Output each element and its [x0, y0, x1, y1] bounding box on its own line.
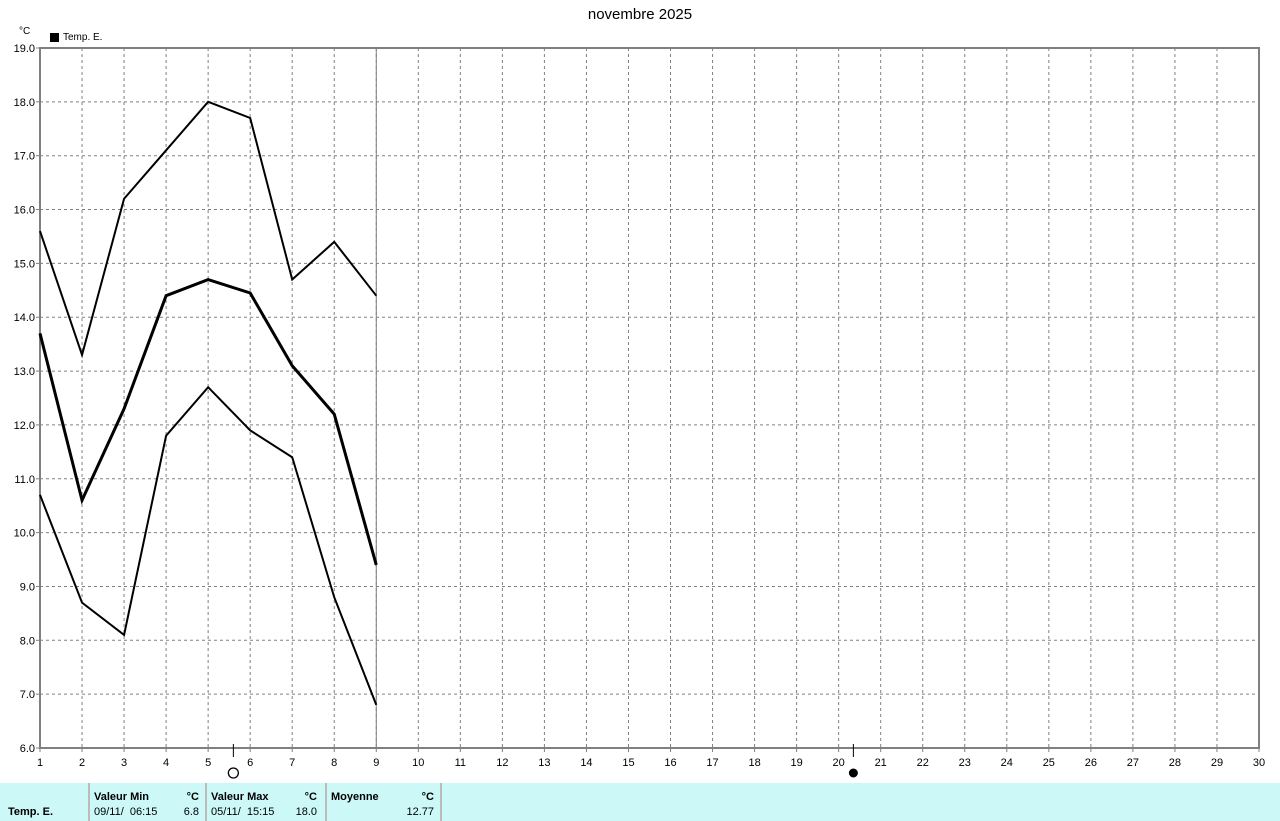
y-tick-label: 10.0	[14, 528, 35, 540]
x-tick-label: 6	[247, 757, 253, 769]
x-tick-label: 4	[163, 757, 169, 769]
avg-cell: Moyenne °C 12.77	[327, 783, 442, 821]
plot-frame	[39, 47, 1260, 749]
y-tick-label: 7.0	[20, 689, 35, 701]
x-tick-label: 29	[1211, 757, 1223, 769]
y-tick-label: 14.0	[14, 312, 35, 324]
x-tick-label: 21	[875, 757, 887, 769]
x-tick-label: 28	[1169, 757, 1181, 769]
x-tick-label: 7	[289, 757, 295, 769]
x-tick-label: 8	[331, 757, 337, 769]
max-date: 05/11/ 15:15	[211, 806, 275, 818]
row-label: Temp. E.	[8, 806, 54, 818]
x-tick-label: 22	[917, 757, 929, 769]
min-date: 09/11/ 06:15	[94, 806, 158, 818]
x-tick-label: 27	[1127, 757, 1139, 769]
summary-table: Temp. E. Valeur Min °C 09/11/ 06:15 6.8 …	[0, 783, 1280, 821]
y-tick-label: 6.0	[20, 743, 35, 755]
x-tick-label: 3	[121, 757, 127, 769]
max-value: 18.0	[295, 806, 317, 818]
x-tick-label: 5	[205, 757, 211, 769]
x-tick-label: 18	[748, 757, 760, 769]
legend-label: Temp. E.	[63, 32, 103, 43]
min-label: Valeur Min	[94, 791, 150, 803]
x-tick-label: 11	[455, 757, 466, 769]
new-moon-icon	[848, 768, 858, 778]
y-tick-label: 9.0	[20, 581, 35, 593]
y-tick-label: 8.0	[20, 635, 35, 647]
x-tick-label: 1	[37, 757, 43, 769]
y-tick-label: 19.0	[14, 43, 35, 55]
y-tick-label: 17.0	[14, 151, 35, 163]
x-tick-label: 2	[79, 757, 85, 769]
x-tick-label: 13	[538, 757, 550, 769]
x-tick-label: 19	[790, 757, 802, 769]
legend: Temp. E.	[50, 32, 102, 43]
y-tick-label: 15.0	[14, 258, 35, 270]
x-tick-label: 10	[412, 757, 424, 769]
row-label-cell: Temp. E.	[0, 783, 90, 821]
avg-unit: °C	[421, 791, 434, 803]
y-axis-unit: °C	[19, 26, 31, 37]
y-tick-label: 11.0	[14, 474, 35, 486]
chart-svg: 6.0 7.0 8.0 9.0 10.0 11.0 12.0 13.0 14.0 15.0 16.0…	[14, 43, 1265, 779]
chart-title: novembre 2025	[587, 6, 693, 23]
x-tick-label: 20	[833, 757, 845, 769]
min-unit: °C	[186, 791, 199, 803]
min-cell: Valeur Min °C 09/11/ 06:15 6.8	[90, 783, 207, 821]
min-value: 6.8	[183, 806, 199, 818]
x-tick-label: 30	[1253, 757, 1265, 769]
x-tick-label: 17	[706, 757, 718, 769]
y-tick-label: 18.0	[14, 97, 35, 109]
y-tick-label: 16.0	[14, 205, 35, 217]
x-tick-label: 24	[1001, 757, 1013, 769]
max-unit: °C	[304, 791, 317, 803]
x-tick-label: 25	[1043, 757, 1055, 769]
x-tick-label: 12	[496, 757, 508, 769]
x-tick-label: 26	[1085, 757, 1097, 769]
legend-swatch	[50, 33, 59, 42]
max-label: Valeur Max	[211, 791, 269, 803]
avg-value: 12.77	[406, 806, 434, 818]
x-tick-label: 9	[373, 757, 379, 769]
full-moon-icon	[227, 767, 240, 779]
avg-label: Moyenne	[331, 791, 379, 803]
x-tick-label: 23	[959, 757, 971, 769]
x-tick-label: 14	[580, 757, 592, 769]
x-tick-label: 15	[622, 757, 634, 769]
max-cell: Valeur Max °C 05/11/ 15:15 18.0	[207, 783, 327, 821]
x-tick-label: 16	[664, 757, 676, 769]
y-tick-label: 12.0	[14, 420, 35, 432]
y-tick-label: 13.0	[14, 366, 35, 378]
